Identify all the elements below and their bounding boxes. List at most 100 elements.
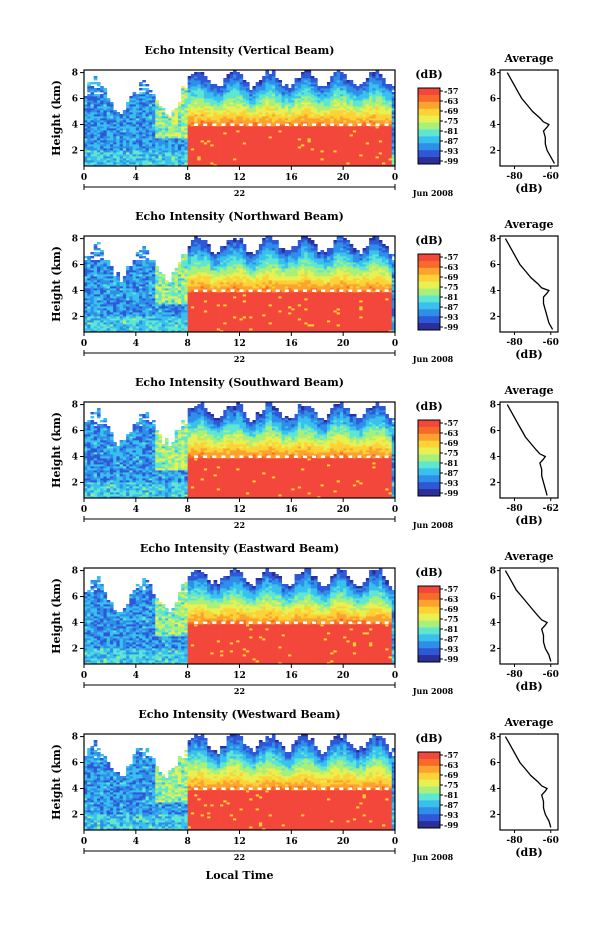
heatmap-cell — [103, 124, 108, 127]
heatmap-cell — [258, 100, 263, 103]
heatmap-cell — [174, 114, 179, 117]
melting-layer-mark — [194, 123, 199, 126]
heatmap-cell — [216, 100, 221, 103]
heatmap-cell — [194, 132, 198, 135]
heatmap-cell — [245, 84, 250, 87]
heatmap-cell — [210, 110, 214, 113]
heatmap-cell — [226, 132, 231, 135]
heatmap-cell — [100, 128, 104, 131]
heatmap-cell — [181, 128, 185, 131]
heatmap-cell — [213, 84, 218, 87]
heatmap-cell — [249, 132, 253, 135]
heatmap-cell — [139, 140, 143, 143]
heatmap-cell — [216, 126, 221, 129]
heatmap-cell — [164, 122, 169, 125]
heatmap-cell — [200, 138, 205, 141]
heatmap-cell — [200, 112, 205, 115]
heatmap-cell — [265, 108, 270, 111]
heatmap-cell — [100, 148, 104, 151]
heatmap-cell — [281, 118, 286, 121]
heatmap-cell — [109, 104, 114, 107]
heatmap-cell — [245, 90, 250, 93]
heatmap-cell — [152, 94, 156, 97]
heatmap-cell — [278, 148, 283, 151]
heatmap-cell — [139, 122, 143, 125]
heatmap-cell — [96, 156, 101, 159]
heatmap-cell — [226, 110, 231, 113]
heatmap-cell — [210, 138, 214, 141]
heatmap-cell — [245, 144, 250, 147]
heatmap-cell — [106, 130, 111, 133]
heatmap-cell — [226, 124, 231, 127]
heatmap-cell — [194, 130, 198, 133]
heatmap-cell — [197, 130, 202, 133]
heatmap-cell — [93, 164, 98, 167]
heatmap-cell — [171, 156, 176, 159]
heatmap-cell — [242, 122, 247, 125]
heatmap-cell — [135, 122, 140, 125]
heatmap-cell — [116, 116, 121, 119]
heatmap-cell — [168, 134, 172, 137]
heatmap-cell — [249, 158, 253, 161]
heatmap-cell — [249, 120, 253, 123]
heatmap-cell — [161, 122, 166, 125]
heatmap-cell — [161, 274, 166, 277]
heatmap-cell — [132, 134, 137, 137]
heatmap-cell — [216, 130, 221, 133]
heatmap-cell — [181, 160, 185, 163]
heatmap-cell — [229, 94, 234, 97]
heatmap-cell — [378, 74, 383, 77]
heatmap-cell — [249, 112, 253, 115]
heatmap-cell — [90, 96, 95, 99]
heatmap-cell — [223, 108, 227, 111]
heatmap-cell — [203, 86, 208, 89]
heatmap-cell — [197, 154, 202, 157]
heatmap-cell — [194, 144, 198, 147]
heatmap-cell — [161, 116, 166, 119]
heatmap-cell — [242, 152, 247, 155]
heatmap-cell — [210, 134, 214, 137]
heatmap-cell — [100, 102, 104, 105]
heatmap-cell — [200, 134, 205, 137]
heatmap-cell — [161, 112, 166, 115]
heatmap-cell — [210, 130, 214, 133]
heatmap-cell — [333, 72, 338, 75]
average-line — [506, 72, 555, 164]
heatmap-cell — [90, 124, 95, 127]
heatmap-cell — [174, 146, 179, 149]
heatmap-cell — [158, 144, 163, 147]
heatmap-cell — [100, 154, 104, 157]
heatmap-cell — [184, 102, 189, 105]
heatmap-cell — [122, 154, 127, 157]
heatmap-cell — [142, 136, 146, 139]
heatmap-cell — [164, 124, 169, 127]
heatmap-cell — [84, 142, 88, 145]
panel-1: Echo Intensity (Vertical Beam)2468Height… — [50, 44, 559, 198]
colorbar-swatch — [418, 157, 440, 165]
heatmap-cell — [113, 156, 117, 159]
heatmap-cell — [187, 154, 192, 157]
heatmap-cell — [142, 144, 146, 147]
heatmap-cell — [93, 146, 98, 149]
heatmap-cell — [129, 116, 133, 119]
heatmap-cell — [330, 76, 334, 79]
heatmap-cell — [142, 130, 146, 133]
heatmap-cell — [268, 162, 273, 165]
heatmap-cell — [181, 118, 185, 121]
heatmap-cell — [171, 150, 176, 153]
heatmap-cell — [177, 158, 182, 161]
heatmap-cell — [103, 118, 108, 121]
heatmap-cell — [103, 96, 108, 99]
heatmap-cell — [278, 160, 283, 163]
heatmap-cell — [187, 144, 192, 147]
heatmap-cell — [103, 132, 108, 135]
heatmap-cell — [129, 158, 133, 161]
heatmap-cell — [106, 110, 111, 113]
heatmap-cell — [132, 112, 137, 115]
heatmap-cell — [100, 144, 104, 147]
heatmap-cell — [161, 158, 166, 161]
heatmap-cell — [177, 110, 182, 113]
heatmap-cell — [281, 138, 286, 141]
heatmap-cell — [103, 122, 108, 125]
